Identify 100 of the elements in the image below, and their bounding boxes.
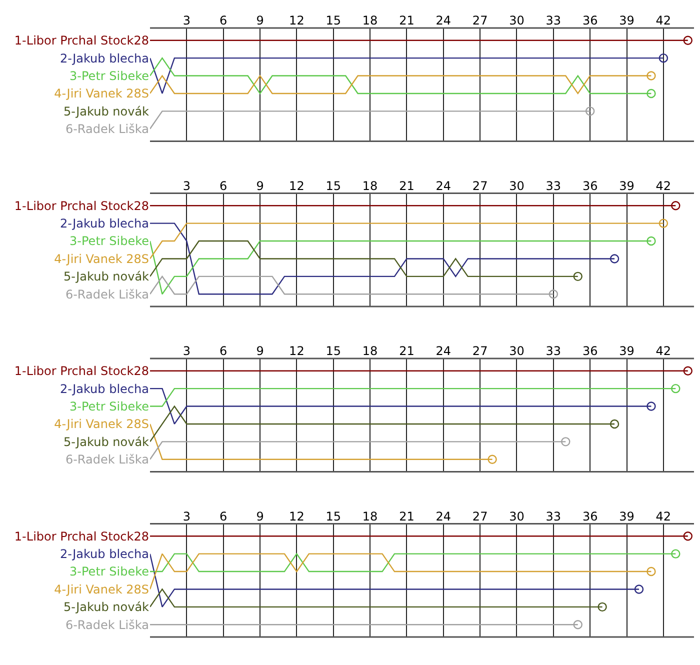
x-tick-label: 27: [472, 14, 488, 28]
x-tick-label: 6: [220, 178, 228, 193]
x-tick-label: 6: [220, 509, 228, 524]
x-tick-label: 39: [619, 344, 634, 358]
x-tick-label: 12: [289, 344, 304, 358]
x-tick-label: 36: [582, 14, 598, 28]
y-tick-label: 1-Libor Prchal Stock28: [14, 529, 149, 544]
x-tick-label: 21: [399, 509, 414, 524]
x-tick-label: 15: [326, 509, 342, 524]
y-tick-label: 4-Jiri Vanek 28S: [54, 417, 149, 432]
y-tick-label: 3-Petr Sibeke: [70, 234, 149, 248]
x-tick-label: 30: [509, 178, 524, 193]
x-tick-label: 33: [546, 344, 562, 358]
point: [646, 402, 656, 411]
x-tick-label: 9: [256, 14, 264, 28]
y-tick-label: 2-Jakub blecha: [60, 51, 149, 66]
x-tick-label: 36: [582, 178, 598, 193]
y-tick-label: 6-Radek Liška: [65, 618, 149, 632]
y-tick-label: 1-Libor Prchal Stock28: [14, 364, 149, 378]
point: [671, 549, 680, 558]
y-tick-label: 1-Libor Prchal Stock28: [14, 34, 149, 48]
x-tick-label: 24: [436, 178, 452, 193]
x-tick-label: 33: [546, 509, 562, 524]
x-tick-label: 24: [436, 344, 452, 358]
x-tick-label: 42: [656, 178, 672, 193]
x-tick-label: 30: [509, 509, 524, 524]
y-tick-label: 1-Libor Prchal Stock28: [14, 198, 149, 213]
y-tick-label: 5-Jakub novák: [64, 434, 150, 449]
point: [683, 366, 692, 376]
point: [683, 36, 692, 45]
point: [610, 254, 620, 264]
point: [658, 218, 668, 228]
x-tick-label: 39: [619, 178, 634, 193]
y-tick-label: 4-Jiri Vanek 28S: [54, 86, 149, 101]
point: [573, 620, 582, 630]
x-tick-label: 27: [472, 509, 488, 524]
point: [598, 602, 607, 612]
x-tick-label: 9: [256, 178, 264, 193]
x-tick-label: 15: [326, 14, 342, 28]
y-tick-label: 5-Jakub novák: [64, 600, 150, 614]
y-tick-label: 2-Jakub blecha: [60, 216, 149, 231]
point: [646, 566, 656, 576]
y-tick-label: 3-Petr Sibeke: [70, 564, 149, 579]
x-tick-label: 9: [256, 509, 264, 524]
x-tick-label: 18: [362, 344, 378, 358]
x-tick-label: 33: [546, 14, 562, 28]
x-tick-label: 12: [289, 14, 304, 28]
x-tick-label: 36: [582, 344, 598, 358]
point: [585, 106, 595, 116]
x-tick-label: 18: [362, 178, 378, 193]
y-tick-label: 6-Radek Liška: [65, 287, 149, 302]
x-tick-label: 15: [326, 178, 342, 193]
x-tick-label: 24: [436, 509, 452, 524]
y-tick-label: 3-Petr Sibeke: [70, 399, 149, 414]
x-tick-label: 12: [289, 509, 304, 524]
x-tick-label: 3: [182, 509, 190, 524]
x-tick-label: 36: [582, 509, 598, 524]
x-tick-label: 21: [399, 344, 414, 358]
point: [658, 53, 668, 63]
x-tick-label: 39: [619, 14, 634, 28]
point: [671, 201, 680, 210]
point: [683, 532, 692, 541]
x-tick-label: 18: [362, 14, 378, 28]
x-tick-label: 6: [220, 344, 228, 358]
x-tick-label: 21: [399, 14, 414, 28]
y-tick-label: 6-Radek Liška: [65, 122, 149, 136]
point: [610, 419, 620, 429]
x-tick-label: 3: [182, 14, 190, 28]
x-tick-label: 18: [362, 509, 378, 524]
x-tick-label: 42: [656, 509, 672, 524]
x-tick-label: 30: [509, 344, 524, 358]
x-tick-label: 42: [656, 14, 672, 28]
y-tick-label: 2-Jakub blecha: [60, 547, 149, 562]
x-tick-label: 3: [182, 178, 190, 193]
y-tick-label: 3-Petr Sibeke: [70, 68, 149, 83]
x-tick-label: 9: [256, 344, 264, 358]
y-tick-label: 5-Jakub novák: [64, 104, 150, 118]
x-tick-label: 15: [326, 344, 342, 358]
x-tick-label: 42: [656, 344, 672, 358]
y-tick-label: 6-Radek Liška: [65, 452, 149, 467]
point: [573, 272, 582, 282]
x-tick-label: 24: [436, 14, 452, 28]
point: [646, 88, 656, 98]
x-tick-label: 27: [472, 178, 488, 193]
point: [548, 290, 558, 299]
x-tick-label: 27: [472, 344, 488, 358]
y-tick-label: 5-Jakub novák: [64, 270, 150, 284]
y-tick-label: 4-Jiri Vanek 28S: [54, 252, 149, 266]
point: [646, 71, 656, 80]
x-tick-label: 6: [220, 14, 228, 28]
y-tick-label: 4-Jiri Vanek 28S: [54, 582, 149, 596]
x-tick-label: 30: [509, 14, 524, 28]
point: [671, 384, 680, 394]
point: [561, 437, 570, 446]
x-tick-label: 33: [546, 178, 562, 193]
point: [634, 584, 644, 594]
point: [646, 236, 656, 246]
x-tick-label: 39: [619, 509, 634, 524]
point: [488, 454, 497, 464]
x-tick-label: 21: [399, 178, 414, 193]
